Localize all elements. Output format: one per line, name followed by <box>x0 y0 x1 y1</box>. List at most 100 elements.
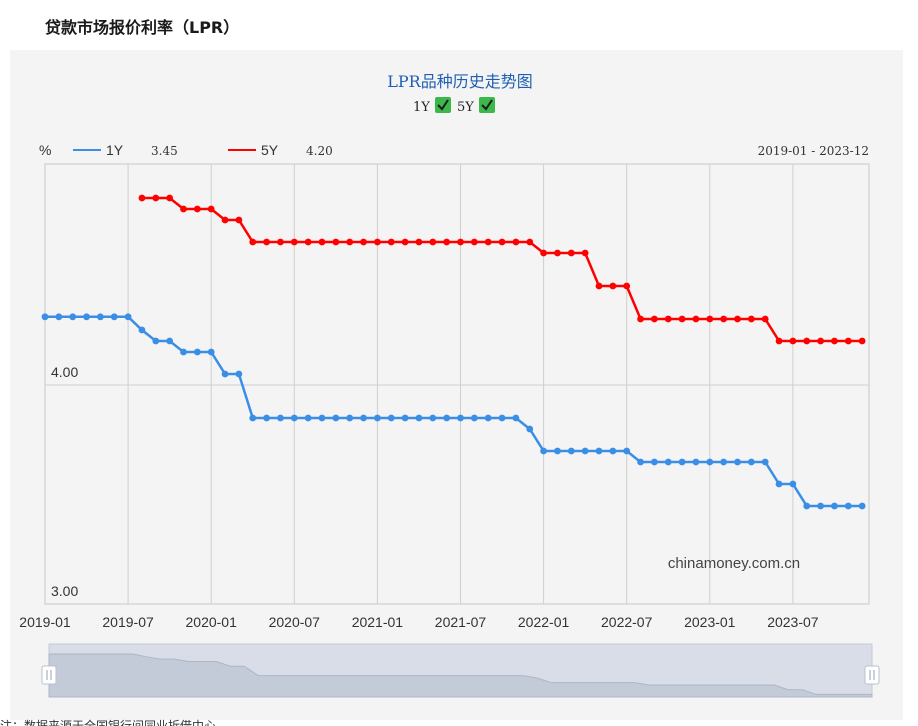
data-point-5y <box>263 238 270 246</box>
data-point-5y <box>193 205 201 213</box>
data-point-1y <box>651 458 658 466</box>
data-point-1y <box>470 414 478 422</box>
x-tick-label: 2023-01 <box>684 614 736 630</box>
data-point-1y <box>332 414 340 422</box>
data-point-5y <box>623 282 631 290</box>
data-point-1y <box>346 414 354 422</box>
data-point-5y <box>290 238 298 246</box>
data-point-5y <box>775 337 783 345</box>
data-point-5y <box>858 337 866 345</box>
data-point-1y <box>152 337 160 345</box>
toggle-checkbox-1y[interactable] <box>435 97 451 113</box>
data-point-5y <box>734 315 741 323</box>
data-point-5y <box>831 337 838 345</box>
x-tick-label: 2019-07 <box>102 614 154 630</box>
data-point-5y <box>457 238 464 246</box>
data-point-1y <box>484 414 492 422</box>
data-point-1y <box>263 414 270 422</box>
data-point-1y <box>401 414 409 422</box>
checkmark-icon <box>481 99 493 111</box>
toggle-checkbox-5y[interactable] <box>479 97 495 113</box>
data-point-1y <box>526 425 534 433</box>
data-point-5y <box>374 238 381 246</box>
data-point-1y <box>235 370 243 378</box>
data-point-1y <box>595 447 603 455</box>
data-point-1y <box>180 348 187 356</box>
x-tick-label: 2020-01 <box>186 614 238 630</box>
data-point-5y <box>692 315 700 323</box>
data-point-1y <box>138 326 146 334</box>
data-point-1y <box>554 447 561 455</box>
data-point-5y <box>817 337 824 345</box>
data-point-1y <box>97 313 104 321</box>
toggle-label-1y: 1Y <box>413 100 430 115</box>
data-point-5y <box>332 238 340 246</box>
y-tick-label: 4.00 <box>51 364 78 380</box>
data-point-5y <box>346 238 354 246</box>
data-point-1y <box>678 458 686 466</box>
data-point-5y <box>498 238 506 246</box>
data-point-5y <box>554 249 561 257</box>
data-point-1y <box>415 414 423 422</box>
data-point-1y <box>429 414 437 422</box>
data-point-1y <box>720 458 728 466</box>
zoom-slider-preview-area <box>48 653 873 698</box>
zoom-slider-right-handle[interactable] <box>864 665 880 685</box>
data-point-5y <box>540 249 547 257</box>
data-point-1y <box>83 313 90 321</box>
x-tick-label: 2022-07 <box>601 614 653 630</box>
data-point-5y <box>581 249 589 257</box>
zoom-slider-left-handle[interactable] <box>41 665 57 685</box>
date-range-label: 2019-01 - 2023-12 <box>758 144 869 158</box>
data-point-5y <box>567 249 575 257</box>
data-point-1y <box>374 414 381 422</box>
data-point-5y <box>664 315 672 323</box>
data-point-5y <box>249 238 257 246</box>
x-tick-label: 2020-07 <box>269 614 321 630</box>
data-point-5y <box>609 282 617 290</box>
data-point-1y <box>761 458 769 466</box>
data-point-5y <box>470 238 478 246</box>
data-point-5y <box>235 216 243 224</box>
data-point-1y <box>789 480 797 488</box>
x-tick-label: 2021-01 <box>352 614 404 630</box>
data-point-1y <box>664 458 672 466</box>
data-point-5y <box>415 238 423 246</box>
data-point-5y <box>277 238 284 246</box>
data-point-1y <box>55 313 63 321</box>
data-point-1y <box>817 502 824 510</box>
data-point-5y <box>401 238 409 246</box>
data-point-1y <box>360 414 367 422</box>
data-point-1y <box>609 447 617 455</box>
data-point-5y <box>138 194 146 202</box>
data-point-1y <box>110 313 118 321</box>
data-point-5y <box>221 216 229 224</box>
x-tick-label: 2023-07 <box>767 614 819 630</box>
checkmark-icon <box>437 99 449 111</box>
x-tick-label: 2021-07 <box>435 614 487 630</box>
data-point-5y <box>318 238 326 246</box>
data-point-1y <box>249 414 257 422</box>
data-point-5y <box>429 238 437 246</box>
data-point-1y <box>221 370 229 378</box>
data-point-5y <box>803 337 811 345</box>
data-point-5y <box>526 238 534 246</box>
data-point-5y <box>166 194 174 202</box>
data-point-5y <box>360 238 367 246</box>
data-point-5y <box>207 205 215 213</box>
data-point-1y <box>831 502 838 510</box>
data-point-1y <box>290 414 298 422</box>
data-point-5y <box>651 315 658 323</box>
legend-label-5y: 5Y <box>261 142 279 158</box>
data-point-1y <box>734 458 741 466</box>
data-point-5y <box>484 238 492 246</box>
data-point-1y <box>457 414 464 422</box>
data-point-5y <box>678 315 686 323</box>
data-point-1y <box>581 447 589 455</box>
data-point-1y <box>858 502 866 510</box>
data-point-1y <box>692 458 700 466</box>
data-point-5y <box>761 315 769 323</box>
data-point-1y <box>443 414 451 422</box>
data-point-1y <box>637 458 644 466</box>
data-point-1y <box>706 458 714 466</box>
